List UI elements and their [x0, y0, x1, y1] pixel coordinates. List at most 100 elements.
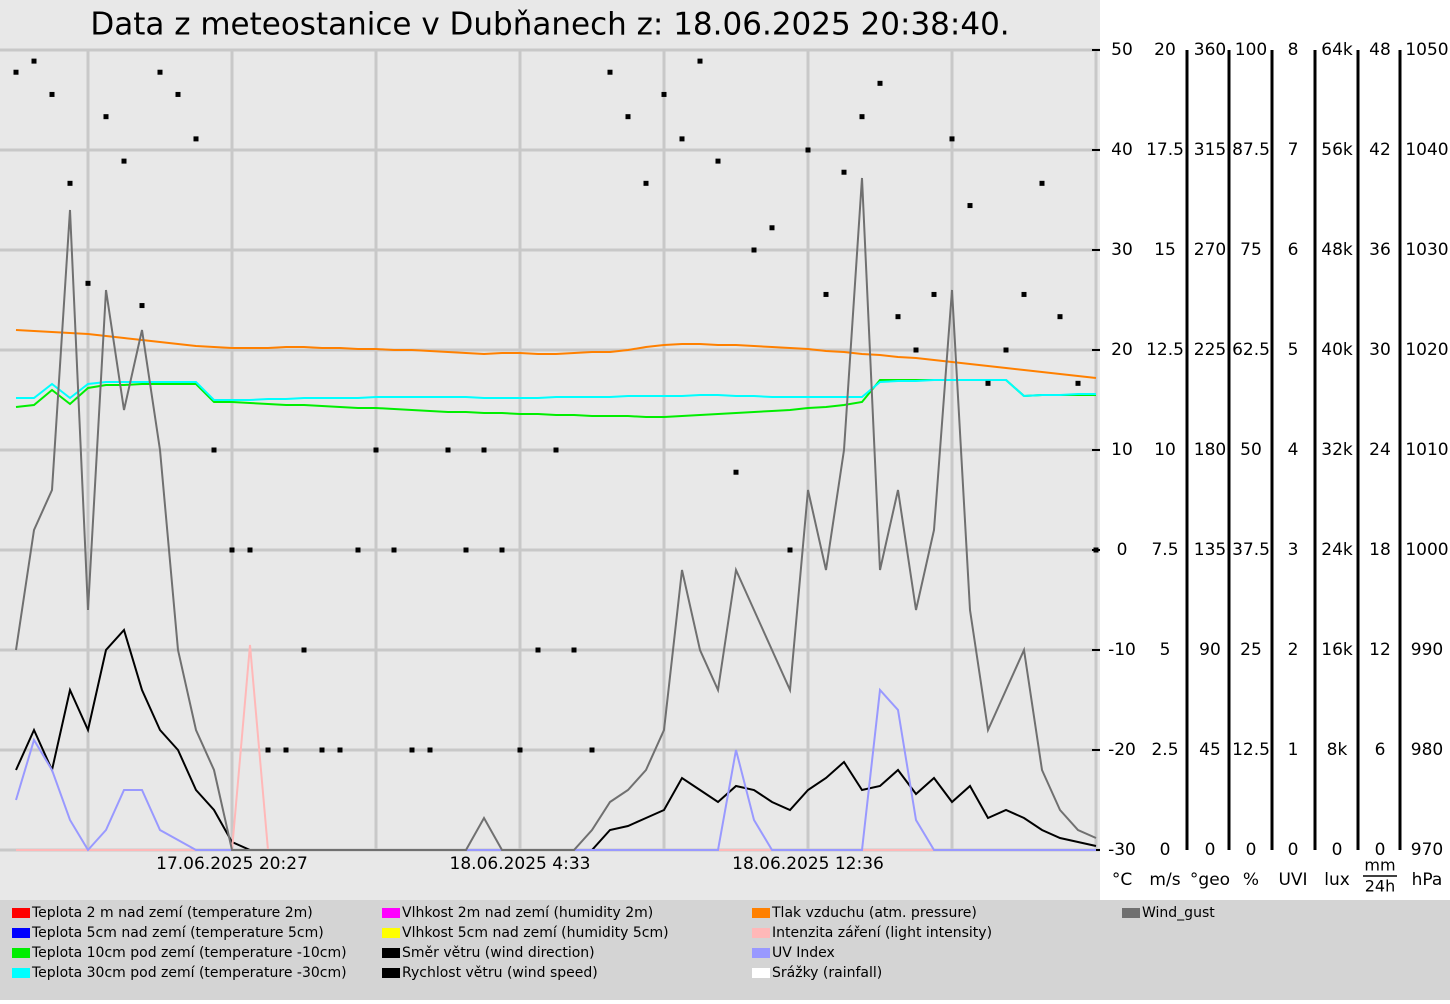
y-tick-label: 4	[1288, 440, 1299, 460]
direction-point	[931, 291, 937, 297]
y-tick-label: 0	[1332, 840, 1343, 860]
unit-label: hPa	[1412, 870, 1443, 890]
direction-point	[157, 69, 163, 75]
y-tick-label: 0	[1205, 840, 1216, 860]
direction-point	[103, 114, 109, 120]
y-tick-label: 40k	[1321, 340, 1353, 360]
direction-point	[985, 380, 991, 386]
y-tick-label: 10	[1111, 440, 1133, 460]
y-tick-label: 25	[1240, 640, 1262, 660]
direction-point	[481, 447, 487, 453]
y-tick-label: 12	[1369, 640, 1391, 660]
legend-swatch	[382, 908, 400, 918]
direction-point	[859, 114, 865, 120]
y-tick-label: 64k	[1321, 40, 1353, 60]
unit-label: °C	[1112, 870, 1132, 890]
y-tick-label: 8k	[1327, 740, 1348, 760]
direction-point	[1039, 180, 1045, 186]
legend-swatch	[1122, 908, 1140, 918]
direction-point	[229, 547, 235, 553]
y-tick-label: 270	[1194, 240, 1226, 260]
y-tick-label: 3	[1288, 540, 1299, 560]
legend-swatch	[12, 968, 30, 978]
legend-label: Teplota 30cm pod zemí (temperature -30cm…	[31, 965, 347, 981]
direction-point	[301, 647, 307, 653]
y-tick-label: 980	[1411, 740, 1443, 760]
y-tick-label: 24k	[1321, 540, 1353, 560]
y-tick-label: 32k	[1321, 440, 1353, 460]
series-line	[15, 177, 1097, 851]
legend-label: Teplota 5cm nad zemí (temperature 5cm)	[31, 925, 324, 941]
y-tick-label: 225	[1194, 340, 1226, 360]
y-tick-label: 7.5	[1151, 540, 1178, 560]
direction-point	[787, 547, 793, 553]
y-tick-label: 0	[1117, 540, 1128, 560]
direction-point	[409, 747, 415, 753]
y-tick-label: 50	[1111, 40, 1133, 60]
y-tick-label: 360	[1194, 40, 1226, 60]
unit-label: lux	[1324, 870, 1350, 890]
y-tick-label: 315	[1194, 140, 1226, 160]
y-tick-label: 5	[1288, 340, 1299, 360]
legend-label: UV Index	[772, 945, 835, 961]
y-tick-label: 40	[1111, 140, 1133, 160]
y-tick-label: 42	[1369, 140, 1391, 160]
y-tick-label: 20	[1154, 40, 1176, 60]
y-tick-label: -30	[1108, 840, 1136, 860]
y-tick-label: 0	[1246, 840, 1257, 860]
direction-point	[607, 69, 613, 75]
direction-point	[391, 547, 397, 553]
direction-point	[1093, 547, 1099, 553]
y-tick-label: 1030	[1405, 240, 1448, 260]
direction-point	[805, 147, 811, 153]
y-tick-label: 7	[1288, 140, 1299, 160]
y-tick-label: 75	[1240, 240, 1262, 260]
y-tick-label: 16k	[1321, 640, 1353, 660]
direction-point	[679, 136, 685, 142]
y-tick-label: 0	[1288, 840, 1299, 860]
y-tick-label: -10	[1108, 640, 1136, 660]
marks	[13, 58, 1099, 852]
y-tick-label: 17.5	[1146, 140, 1184, 160]
x-tick-label: 17.06.2025 20:27	[156, 854, 308, 874]
direction-point	[463, 547, 469, 553]
legend-swatch	[752, 968, 770, 978]
series-line	[16, 379, 1096, 401]
direction-point	[283, 747, 289, 753]
y-tick-label: 1	[1288, 740, 1299, 760]
legend-swatch	[752, 908, 770, 918]
direction-point	[175, 91, 181, 97]
direction-point	[967, 203, 973, 209]
legend-background	[0, 900, 1450, 1000]
y-tick-label: 48k	[1321, 240, 1353, 260]
y-tick-label: 6	[1288, 240, 1299, 260]
y-tick-label: 36	[1369, 240, 1391, 260]
direction-point	[553, 447, 559, 453]
y-tick-label: 970	[1411, 840, 1443, 860]
chart-title: Data z meteostanice v Dubňanech z: 18.06…	[90, 7, 1009, 43]
direction-point	[193, 136, 199, 142]
unit-label: %	[1243, 870, 1259, 890]
direction-point	[211, 447, 217, 453]
y-tick-label: 0	[1160, 840, 1171, 860]
unit-label: mm	[1364, 856, 1395, 875]
direction-point	[571, 647, 577, 653]
direction-point	[841, 169, 847, 175]
direction-point	[877, 80, 883, 86]
legend-swatch	[752, 928, 770, 938]
y-tick-label: -20	[1108, 740, 1136, 760]
legend-label: Teplota 2 m nad zemí (temperature 2m)	[31, 905, 313, 921]
legend-label: Wind_gust	[1142, 905, 1215, 921]
direction-point	[535, 647, 541, 653]
y-tick-label: 90	[1199, 640, 1221, 660]
legend-label: Intenzita záření (light intensity)	[772, 925, 992, 941]
legend-swatch	[382, 948, 400, 958]
direction-point	[643, 180, 649, 186]
x-tick-label: 18.06.2025 12:36	[732, 854, 884, 874]
direction-point	[1003, 347, 1009, 353]
unit-label: UVI	[1278, 870, 1307, 890]
legend-label: Směr větru (wind direction)	[402, 945, 595, 961]
legend-label: Vlhkost 5cm nad zemí (humidity 5cm)	[402, 925, 669, 941]
direction-point	[733, 469, 739, 475]
